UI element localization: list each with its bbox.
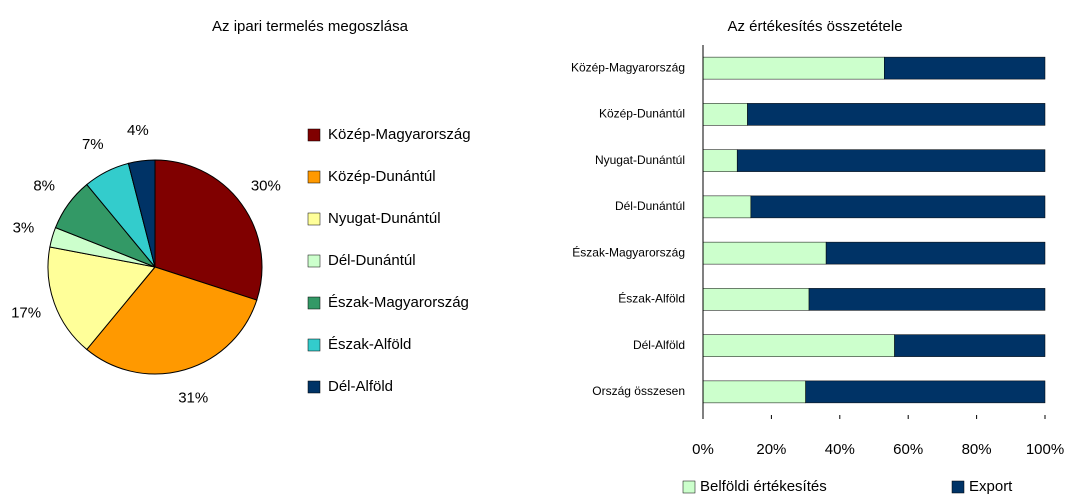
y-tick-label: Ország összesen [592,384,685,398]
pie-label: 31% [178,390,208,407]
legend-swatch [307,254,321,268]
bar-segment [884,56,1046,80]
legend-swatch [307,170,321,184]
y-tick-label: Észak-Alföld [618,291,685,306]
pie-title: Az ipari termelés megoszlása [212,18,409,35]
y-tick-label: Dél-Alföld [633,338,685,352]
legend-swatch [307,380,321,394]
pie-label: 3% [13,220,35,237]
legend-label: Export [969,478,1013,495]
bar-title: Az értékesítés összetétele [727,18,902,35]
pie-slice [86,266,258,375]
x-tick-label: 80% [962,441,992,458]
pie-label: 4% [127,122,149,139]
pie-slice [47,246,156,351]
bar-segment [736,149,1046,172]
legend-label: Belföldi értékesítés [700,478,827,495]
pie-label: 7% [82,136,104,153]
legend-label: Dél-Alföld [328,378,393,395]
legend-label: Észak-Magyarország [328,294,469,311]
x-tick-label: 40% [825,441,855,458]
bar-segment [808,288,1046,311]
x-tick-label: 100% [1026,441,1064,458]
bar-segment [702,334,895,357]
legend-label: Dél-Dunántúl [328,252,416,269]
legend-swatch [307,296,321,310]
y-tick-label: Észak-Magyarország [572,244,685,259]
legend-swatch [307,212,321,226]
bar-segment [894,334,1046,357]
legend-label: Nyugat-Dunántúl [328,210,441,227]
legend-label: Közép-Magyarország [328,126,471,143]
legend-swatch [307,338,321,352]
legend-swatch [307,128,321,142]
pie-label: 17% [11,304,41,321]
pie-slice [154,159,263,301]
y-tick-label: Nyugat-Dunántúl [595,153,685,167]
bar-segment [702,149,738,172]
bar-segment [750,195,1046,219]
legend-label: Észak-Alföld [328,336,411,353]
bar-segment [825,241,1046,265]
x-tick-label: 0% [692,441,714,458]
bar-segment [747,103,1046,126]
y-tick-label: Közép-Magyarország [571,60,685,74]
bar-segment [702,241,827,265]
bar-segment [702,380,806,404]
pie-label: 30% [251,177,281,194]
bar-segment [702,288,810,311]
legend-swatch [951,480,965,494]
bar-segment [702,103,748,126]
pie-label: 8% [33,177,55,194]
y-tick-label: Dél-Dunántúl [615,199,685,213]
y-tick-label: Közép-Dunántúl [599,107,685,121]
x-tick-label: 20% [756,441,786,458]
legend-swatch [682,480,696,494]
bar-segment [702,195,752,219]
pie-slice [127,159,156,268]
bar-segment [805,380,1046,404]
legend-label: Közép-Dunántúl [328,168,436,185]
bar-segment [702,56,885,80]
x-tick-label: 60% [893,441,923,458]
